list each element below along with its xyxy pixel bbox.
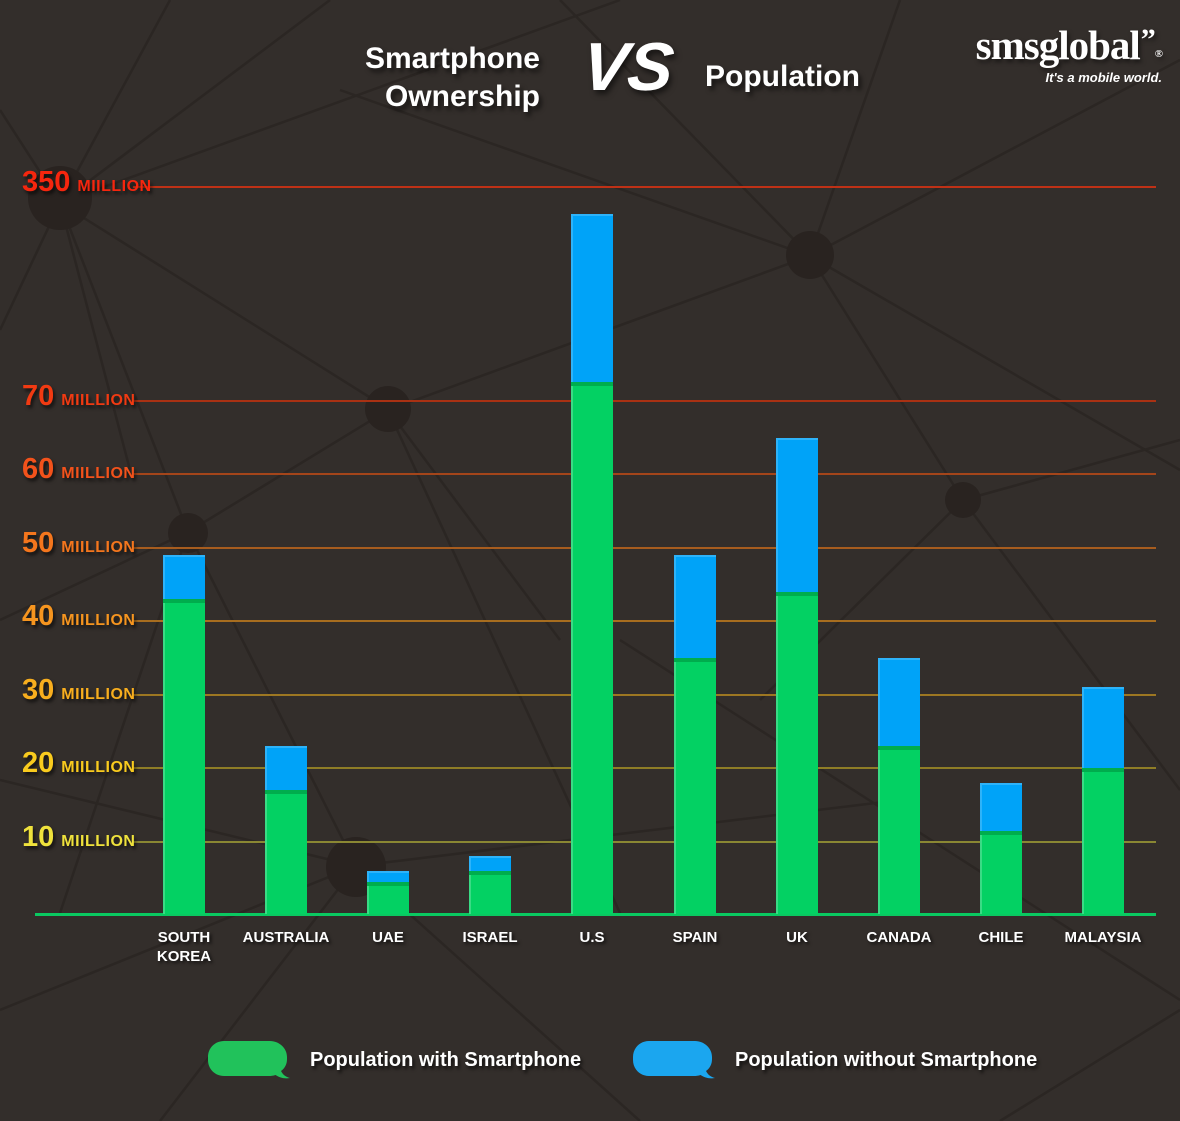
x-axis-label-uk: UK xyxy=(786,929,808,946)
logo-wordmark: smsglobal”® xyxy=(975,22,1163,68)
gridline-40m xyxy=(133,620,1156,622)
y-axis-label-70m: 70 MIILLION xyxy=(22,380,136,412)
bar-uk-with-smartphone xyxy=(776,592,818,914)
legend-label-with-smartphone: Population with Smartphone xyxy=(310,1048,582,1071)
y-axis-label-350m: 350 MIILLION xyxy=(22,166,152,198)
gridline-60m xyxy=(133,473,1156,475)
bar-malaysia-without-smartphone xyxy=(1082,687,1124,768)
bar-chile-with-smartphone xyxy=(980,831,1022,914)
y-axis-label-60m: 60 MIILLION xyxy=(22,453,136,485)
registered-trademark-icon: ® xyxy=(1154,48,1163,60)
chart-title-left: Smartphone Ownership xyxy=(190,40,540,116)
bar-u-s-with-smartphone xyxy=(571,382,613,914)
gridline-70m xyxy=(133,400,1156,402)
bar-israel-with-smartphone xyxy=(469,871,511,914)
x-axis-label-south-korea: SOUTH KOREA xyxy=(156,929,212,965)
bar-israel-without-smartphone xyxy=(469,856,511,871)
gridline-10m xyxy=(133,841,1156,843)
y-axis-label-10m: 10 MIILLION xyxy=(22,821,136,853)
blue-chat-bubble-icon xyxy=(633,1040,715,1078)
x-axis-baseline xyxy=(35,913,1156,916)
gridline-30m xyxy=(133,694,1156,696)
x-axis-label-israel: ISRAEL xyxy=(462,929,518,946)
bar-south-korea-with-smartphone xyxy=(163,599,205,914)
x-axis-label-uae: UAE xyxy=(372,929,404,946)
bar-spain-without-smartphone xyxy=(674,555,716,658)
x-axis-label-spain: SPAIN xyxy=(672,929,718,946)
x-axis-label-malaysia: MALAYSIA xyxy=(1064,929,1142,946)
x-axis-label-u-s: U.S xyxy=(579,929,605,946)
y-axis-label-20m: 20 MIILLION xyxy=(22,747,136,779)
logo-tagline: It's a mobile world. xyxy=(1045,70,1163,85)
logo-quote-mark: ” xyxy=(1140,23,1156,56)
bar-australia-without-smartphone xyxy=(265,746,307,790)
bar-south-korea-without-smartphone xyxy=(163,555,205,599)
bar-malaysia-with-smartphone xyxy=(1082,768,1124,914)
bar-australia-with-smartphone xyxy=(265,790,307,914)
bar-uk-without-smartphone xyxy=(776,438,818,592)
x-axis-label-canada: CANADA xyxy=(866,929,932,946)
y-axis-label-40m: 40 MIILLION xyxy=(22,600,136,632)
gridline-50m xyxy=(133,547,1156,549)
x-axis-label-australia: AUSTRALIA xyxy=(242,929,330,946)
bar-canada-without-smartphone xyxy=(878,658,920,746)
gridline-20m xyxy=(133,767,1156,769)
x-axis-label-chile: CHILE xyxy=(978,929,1024,946)
gridline-350m xyxy=(133,186,1156,188)
bar-uae-with-smartphone xyxy=(367,882,409,914)
title-line2: Ownership xyxy=(384,80,540,113)
chart-title-right: Population xyxy=(705,60,860,93)
legend-item-without-smartphone: Population without Smartphone xyxy=(633,1038,1037,1082)
title-line1: Smartphone xyxy=(364,42,540,75)
bar-spain-with-smartphone xyxy=(674,658,716,914)
legend-item-with-smartphone: Population with Smartphone xyxy=(208,1038,581,1082)
bar-uae-without-smartphone xyxy=(367,871,409,882)
legend-label-without-smartphone: Population without Smartphone xyxy=(735,1048,1038,1071)
bar-chile-without-smartphone xyxy=(980,783,1022,831)
green-chat-bubble-icon xyxy=(208,1040,290,1078)
y-axis-label-30m: 30 MIILLION xyxy=(22,674,136,706)
smsglobal-logo: smsglobal”® It's a mobile world. xyxy=(975,20,1163,85)
bar-canada-with-smartphone xyxy=(878,746,920,914)
y-axis-label-50m: 50 MIILLION xyxy=(22,527,136,559)
bar-u-s-without-smartphone xyxy=(571,214,613,382)
